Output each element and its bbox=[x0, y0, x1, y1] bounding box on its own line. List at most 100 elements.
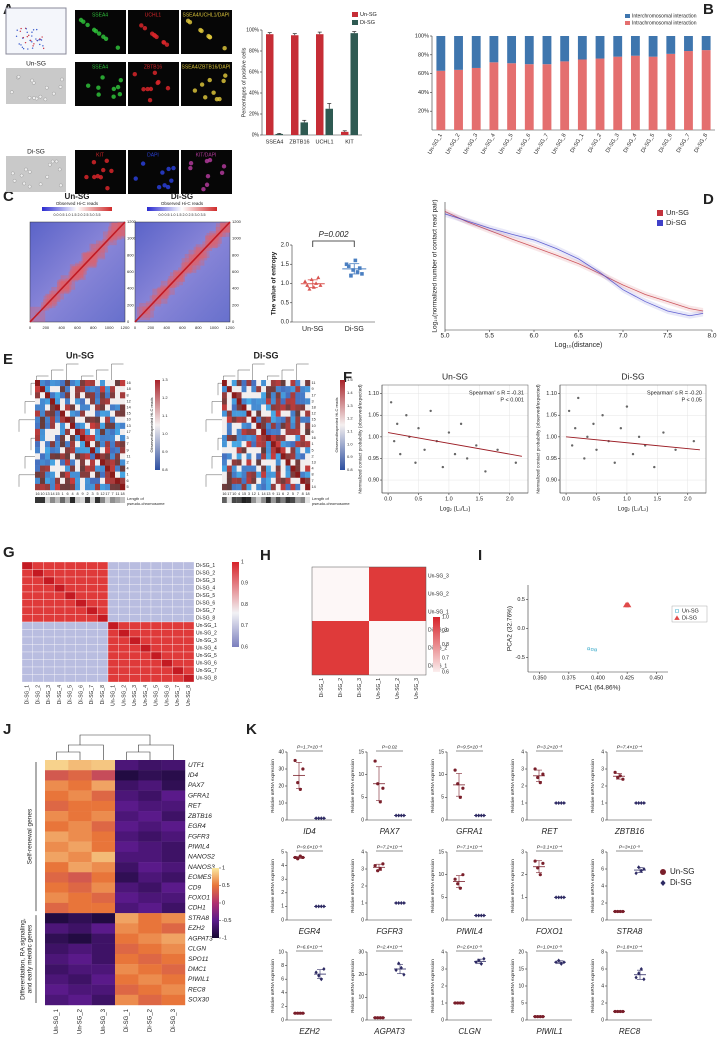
heat-cell bbox=[285, 459, 291, 466]
scale-tick: 0.8 bbox=[347, 467, 353, 472]
x-tick-label: 5.5 bbox=[485, 333, 494, 340]
corr-cell bbox=[21, 584, 33, 593]
heat-cell bbox=[45, 974, 69, 985]
map-x-tick: 600 bbox=[179, 325, 186, 330]
point-circle bbox=[373, 864, 377, 868]
bar-segment bbox=[684, 51, 693, 130]
x-tick-label: 1.5 bbox=[476, 496, 484, 502]
heat-cell bbox=[45, 428, 51, 436]
x-tick-label: 7.5 bbox=[663, 333, 672, 340]
heat-cell bbox=[50, 404, 56, 411]
heat-cell bbox=[45, 459, 51, 466]
heat-cell bbox=[305, 453, 311, 460]
flow-dot bbox=[42, 47, 45, 50]
heat-cell bbox=[55, 404, 61, 411]
y-tick-label: 3 bbox=[281, 877, 284, 883]
heat-cell bbox=[275, 441, 281, 448]
corr-cell bbox=[183, 591, 195, 600]
cell bbox=[207, 77, 212, 83]
y-tick-label: 10 bbox=[358, 995, 364, 1001]
bar-segment bbox=[524, 64, 534, 130]
point-circle bbox=[536, 775, 540, 780]
heat-cell bbox=[115, 994, 139, 1006]
cell bbox=[105, 186, 110, 191]
gene-label: CLGN bbox=[458, 1027, 480, 1036]
heat-cell bbox=[251, 447, 257, 454]
cell bbox=[9, 90, 14, 94]
cell bbox=[118, 77, 124, 83]
heat-cell bbox=[90, 422, 96, 430]
heat-cell bbox=[105, 380, 111, 387]
row-label: 9 bbox=[312, 387, 314, 391]
heat-cell bbox=[40, 416, 46, 423]
scale-tick: 0.9 bbox=[347, 454, 353, 459]
heat-cell bbox=[236, 471, 242, 478]
y-tick-label: 0 bbox=[601, 917, 604, 923]
flow-dot bbox=[27, 48, 29, 50]
flow-dot bbox=[35, 38, 37, 40]
map-x-tick: 400 bbox=[58, 325, 65, 330]
point-diamond bbox=[634, 975, 638, 980]
corr-cell bbox=[172, 576, 184, 585]
heat-cell bbox=[45, 902, 69, 914]
corr-cell bbox=[43, 561, 55, 570]
point bbox=[389, 401, 393, 404]
heat-cell bbox=[70, 441, 76, 448]
heat-cell bbox=[266, 459, 272, 466]
heat-cell bbox=[261, 465, 267, 472]
heat-cell bbox=[280, 428, 286, 436]
x-tick-label: Di-SG_4 bbox=[623, 133, 639, 154]
annotation: P=0.002 bbox=[318, 230, 349, 239]
corr-cell bbox=[21, 644, 33, 653]
row-label: PIWIL4 bbox=[188, 843, 210, 850]
corr-cell bbox=[32, 629, 44, 638]
col-label: 7 bbox=[111, 492, 113, 496]
heat-cell bbox=[275, 416, 281, 423]
heat-cell bbox=[266, 410, 272, 417]
corr-cell bbox=[129, 606, 141, 615]
dendrogram bbox=[126, 744, 174, 760]
heat-cell bbox=[138, 760, 162, 771]
y-tick-label: 80% bbox=[249, 48, 260, 54]
heat-cell bbox=[40, 422, 46, 430]
x-tick-label: Un-SG bbox=[302, 326, 323, 333]
panel-letter: J bbox=[3, 721, 11, 738]
col-label: 7 bbox=[297, 492, 299, 496]
heat-cell bbox=[60, 477, 66, 485]
point-circle bbox=[458, 795, 462, 799]
heat-cell bbox=[138, 923, 162, 934]
corr-cell bbox=[32, 644, 44, 653]
heat-cell bbox=[295, 477, 301, 485]
p-value: P=7.4×10⁻⁴ bbox=[617, 744, 642, 750]
heat-cell bbox=[251, 404, 257, 411]
heat-cell bbox=[300, 459, 306, 466]
y-tick-label: 2 bbox=[521, 783, 524, 789]
p-value: P=1.8×10⁻⁴ bbox=[617, 944, 642, 950]
heat-cell bbox=[95, 422, 101, 430]
cell bbox=[219, 170, 225, 176]
cell bbox=[58, 85, 63, 89]
flow-dot bbox=[16, 29, 18, 31]
heat-cell bbox=[65, 471, 71, 478]
heat-cell bbox=[295, 465, 301, 472]
heat-cell bbox=[231, 447, 237, 454]
heat-cell bbox=[100, 380, 106, 387]
cell bbox=[81, 19, 86, 24]
heat-cell bbox=[246, 410, 252, 417]
p-value: P=3.2×10⁻³ bbox=[537, 744, 562, 750]
cell bbox=[140, 161, 146, 166]
y-tick-label: 0.0 bbox=[281, 320, 290, 326]
gene-label: AGPAT3 bbox=[373, 1027, 405, 1036]
heat-cell bbox=[161, 790, 186, 802]
heat-cell bbox=[256, 459, 262, 466]
heat-cell bbox=[105, 483, 111, 491]
legend-swatch bbox=[625, 14, 630, 18]
corr-cell bbox=[140, 614, 152, 623]
corr-cell bbox=[54, 614, 66, 623]
row-label: 9 bbox=[127, 448, 129, 452]
heat-cell bbox=[261, 416, 267, 423]
bar bbox=[341, 131, 349, 135]
heat-cell bbox=[161, 953, 186, 965]
heat-cell bbox=[60, 398, 66, 405]
row-label: ZBTB16 bbox=[187, 813, 212, 820]
